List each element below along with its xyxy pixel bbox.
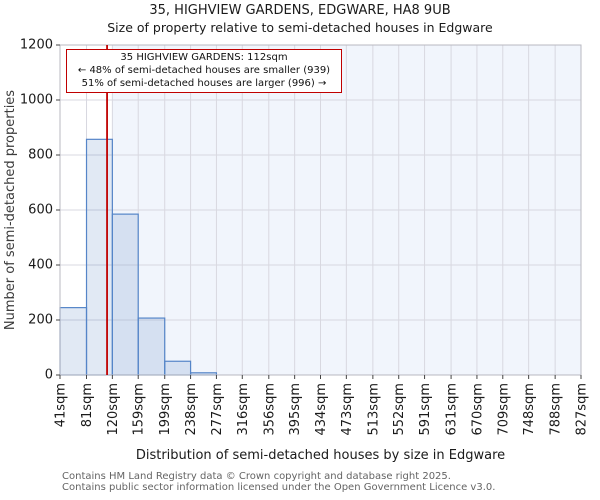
x-tick-label: 199sqm (158, 383, 173, 436)
y-tick-label: 400 (28, 258, 53, 273)
attribution-line-1: Contains HM Land Registry data © Crown c… (62, 471, 451, 482)
attribution: Contains HM Land Registry data © Crown c… (62, 471, 496, 493)
x-tick-label: 316sqm (236, 383, 251, 436)
x-axis-label: Distribution of semi-detached houses by … (135, 448, 506, 463)
histogram-bar (164, 360, 192, 376)
x-tick-label: 631sqm (445, 383, 460, 436)
x-tick-label: 788sqm (549, 383, 564, 436)
chart-subtitle: Size of property relative to semi-detach… (107, 20, 493, 35)
x-tick-label: 748sqm (522, 383, 537, 436)
x-tick-label: 238sqm (184, 383, 199, 436)
histogram-bars (59, 138, 218, 376)
x-tick-label: 670sqm (470, 383, 485, 436)
x-tick-label: 827sqm (575, 383, 590, 436)
x-tick-label: 473sqm (340, 383, 355, 436)
x-tick-label: 81sqm (80, 383, 95, 427)
y-tick-label: 800 (28, 148, 53, 163)
x-tick-label: 552sqm (392, 383, 407, 436)
x-tick-label: 513sqm (366, 383, 381, 436)
histogram-bar (85, 138, 113, 376)
x-tick-label: 41sqm (54, 383, 69, 427)
x-tick-label: 356sqm (262, 383, 277, 436)
x-tick-label: 159sqm (132, 383, 147, 436)
y-tick-label: 1000 (20, 93, 53, 108)
x-tick-label: 709sqm (496, 383, 511, 436)
annotation-larger-stat: 51% of semi-detached houses are larger (… (81, 78, 327, 89)
annotation-box: 35 HIGHVIEW GARDENS: 112sqm ← 48% of sem… (66, 49, 342, 93)
y-tick-label: 200 (28, 313, 53, 328)
x-tick-label: 591sqm (418, 383, 433, 436)
tick-marks (56, 44, 582, 379)
annotation-smaller-stat: ← 48% of semi-detached houses are smalle… (77, 65, 331, 76)
y-tick-labels: 0 200 400 600 800 1000 1200 (20, 38, 53, 383)
histogram-bar (59, 307, 88, 376)
y-tick-label: 1200 (20, 38, 53, 53)
x-tick-label: 395sqm (288, 383, 303, 436)
histogram-bar (111, 213, 139, 376)
annotation-property-size: 35 HIGHVIEW GARDENS: 112sqm (120, 52, 288, 63)
attribution-line-2: Contains public sector information licen… (62, 481, 496, 493)
y-tick-label: 600 (28, 203, 53, 218)
x-tick-label: 434sqm (314, 383, 329, 436)
chart-title: 35, HIGHVIEW GARDENS, EDGWARE, HA8 9UB (149, 3, 451, 18)
y-tick-label: 0 (45, 368, 53, 383)
histogram-bar (137, 317, 166, 376)
x-tick-label: 277sqm (210, 383, 225, 436)
x-tick-labels: 41sqm 81sqm 120sqm 159sqm 199sqm 238sqm 277sqm… (54, 383, 590, 436)
x-tick-label: 120sqm (106, 383, 121, 436)
